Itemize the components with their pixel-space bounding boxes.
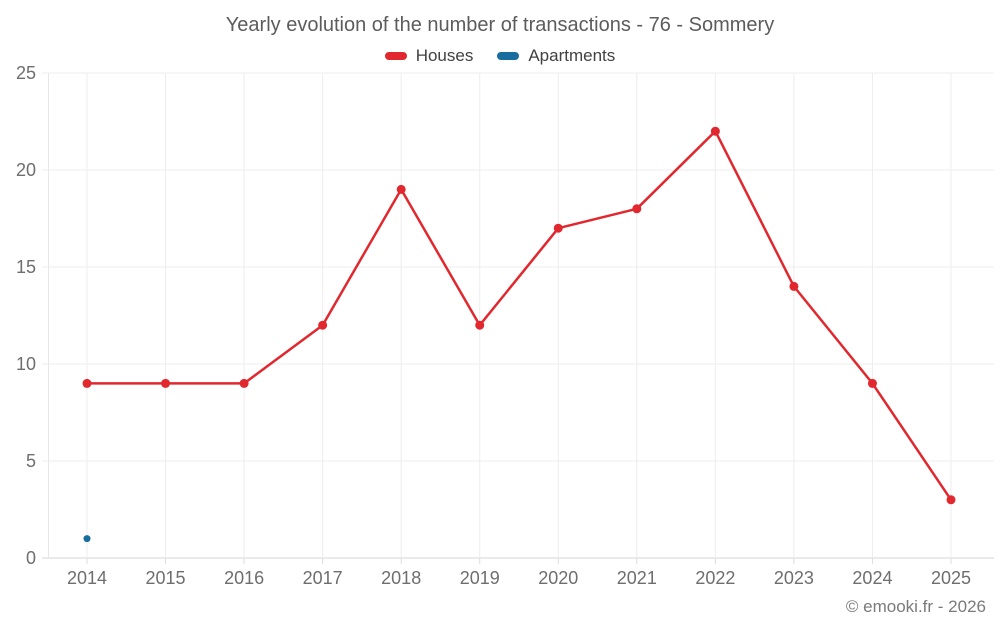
x-axis-tick-label: 2018 [381, 568, 421, 588]
legend: Houses Apartments [0, 46, 1000, 66]
x-axis-tick-label: 2021 [617, 568, 657, 588]
legend-item-houses[interactable]: Houses [384, 46, 474, 66]
y-axis-tick-label: 15 [16, 257, 36, 277]
y-axis-tick-label: 20 [16, 160, 36, 180]
y-axis-tick-label: 25 [16, 63, 36, 83]
y-axis-tick-label: 0 [26, 548, 36, 568]
x-axis-tick-label: 2024 [852, 568, 892, 588]
houses-data-point [946, 495, 956, 505]
copyright-text: © emooki.fr - 2026 [845, 597, 986, 616]
houses-data-point [867, 378, 877, 388]
houses-data-point [82, 378, 92, 388]
houses-data-point [161, 378, 171, 388]
houses-line [85, 129, 953, 502]
x-axis-tick-label: 2017 [303, 568, 343, 588]
x-axis-tick-label: 2025 [931, 568, 971, 588]
legend-item-apartments[interactable]: Apartments [497, 46, 615, 66]
x-axis-tick-label: 2015 [146, 568, 186, 588]
apartments-data-point [83, 535, 91, 543]
y-axis-tick-label: 10 [16, 354, 36, 374]
y-axis-tick-label: 5 [26, 451, 36, 471]
legend-label-apartments: Apartments [528, 46, 616, 65]
houses-data-point [318, 320, 328, 330]
houses-series-swatch-icon [384, 52, 407, 60]
x-axis-tick-label: 2016 [224, 568, 264, 588]
chart-title: Yearly evolution of the number of transa… [225, 14, 775, 36]
houses-data-point [239, 378, 249, 388]
houses-data-point [396, 184, 406, 194]
houses-data-point [553, 223, 563, 233]
x-axis-tick-label: 2023 [774, 568, 814, 588]
houses-data-point [710, 126, 720, 136]
houses-data-point [632, 204, 642, 214]
x-axis-tick-label: 2014 [67, 568, 107, 588]
x-axis-tick-label: 2020 [538, 568, 578, 588]
houses-data-point [475, 320, 485, 330]
x-axis-tick-label: 2019 [460, 568, 500, 588]
legend-label-houses: Houses [415, 46, 474, 65]
houses-data-point [789, 281, 799, 291]
apartments-series-swatch-icon [497, 52, 520, 60]
x-axis-tick-label: 2022 [695, 568, 735, 588]
